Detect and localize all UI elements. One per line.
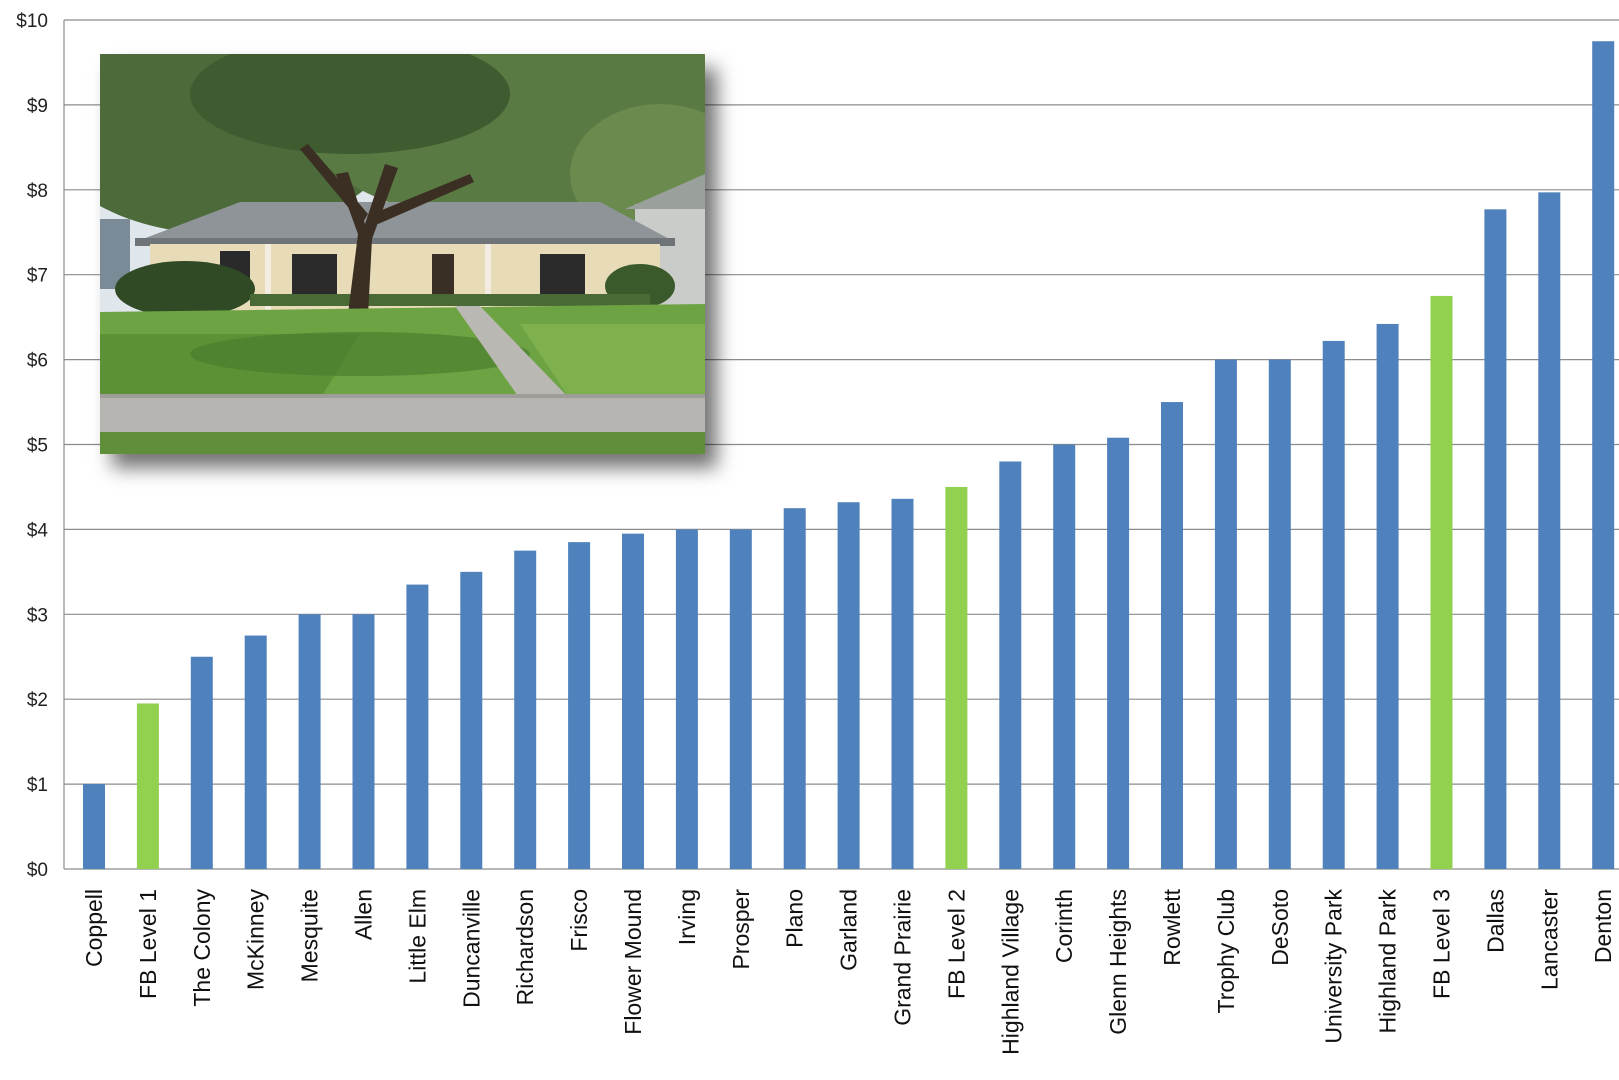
bar-garland: [837, 502, 860, 869]
y-tick-label: $9: [27, 96, 48, 117]
x-tick-label: Highland Village: [997, 889, 1023, 1055]
y-tick-label: $0: [27, 860, 48, 881]
bar-plano: [783, 508, 806, 869]
x-tick-label: The Colony: [189, 889, 215, 1007]
x-tick-label: Rowlett: [1159, 888, 1185, 965]
bar-glenn-heights: [1107, 437, 1130, 869]
x-tick-label: Flower Mound: [620, 889, 646, 1035]
x-tick-label: University Park: [1321, 889, 1347, 1044]
bar-duncanville: [460, 571, 483, 869]
bar-desoto: [1268, 359, 1291, 869]
bar-university-park: [1322, 340, 1345, 869]
bar-fb-level-1: [136, 703, 159, 869]
bar-corinth: [1053, 444, 1076, 869]
bar-coppell: [83, 784, 105, 869]
bar-fb-level-2: [945, 486, 968, 869]
bar-mesquite: [298, 614, 321, 869]
bar-prosper: [729, 529, 752, 869]
x-tick-label: Corinth: [1051, 889, 1077, 963]
x-tick-label: Highland Park: [1375, 889, 1401, 1034]
x-tick-label: Garland: [836, 889, 862, 971]
bar-frisco: [568, 542, 591, 869]
bar-fb-level-3: [1430, 295, 1453, 869]
y-tick-label: $1: [27, 775, 48, 796]
x-tick-label: Duncanville: [458, 889, 484, 1008]
bar-richardson: [514, 550, 537, 869]
x-tick-label: FB Level 2: [943, 889, 969, 999]
y-tick-label: $4: [27, 520, 49, 541]
x-tick-label: Mesquite: [297, 889, 323, 982]
bar-irving: [675, 529, 698, 869]
y-tick-label: $5: [27, 436, 48, 457]
x-tick-label: Plano: [782, 889, 808, 948]
bar-highland-park: [1376, 323, 1399, 869]
x-tick-label: DeSoto: [1267, 889, 1293, 966]
bar-grand-prairie: [891, 498, 914, 869]
y-tick-label: $7: [27, 266, 48, 287]
house-photo-image: [100, 54, 705, 454]
x-tick-label: Prosper: [728, 889, 754, 970]
y-tick-label: $10: [16, 11, 48, 32]
bar-mckinney: [244, 635, 267, 869]
x-tick-label: Allen: [351, 889, 377, 940]
bar-denton: [1592, 41, 1615, 870]
bar-lancaster: [1538, 192, 1561, 870]
bar-dallas: [1484, 209, 1507, 869]
x-tick-label: Frisco: [566, 889, 592, 952]
x-tick-label: Denton: [1590, 889, 1616, 963]
bar-rowlett: [1161, 402, 1183, 869]
bar-trophy-club: [1214, 359, 1237, 869]
x-tick-label: Grand Prairie: [890, 889, 916, 1026]
bar-allen: [352, 614, 375, 869]
x-tick-label: Dallas: [1482, 889, 1508, 953]
y-tick-label: $3: [27, 605, 48, 626]
x-tick-label: Glenn Heights: [1105, 889, 1131, 1035]
house-photo: [100, 54, 705, 454]
x-tick-label: McKinney: [243, 889, 269, 990]
y-tick-label: $6: [27, 351, 48, 372]
x-tick-label: Lancaster: [1536, 889, 1562, 990]
x-tick-label: Coppell: [81, 889, 107, 967]
x-tick-label: FB Level 3: [1429, 889, 1455, 999]
x-tick-label: FB Level 1: [135, 889, 161, 999]
bar-little-elm: [406, 584, 429, 869]
x-tick-label: Trophy Club: [1213, 889, 1239, 1013]
x-tick-label: Irving: [674, 889, 700, 945]
bar-the-colony: [190, 656, 213, 869]
bar-flower-mound: [622, 533, 644, 869]
bar-highland-village: [999, 461, 1022, 869]
y-tick-label: $8: [27, 181, 48, 202]
x-tick-label: Little Elm: [404, 889, 430, 984]
x-tick-label: Richardson: [512, 889, 538, 1005]
y-tick-label: $2: [27, 690, 48, 711]
